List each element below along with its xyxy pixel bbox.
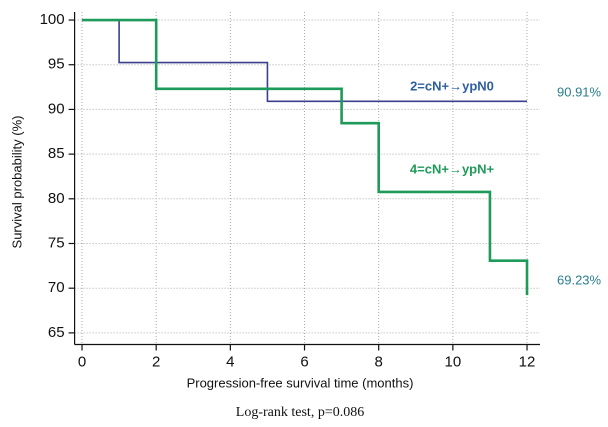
y-tick-label: 100	[40, 11, 65, 28]
x-tick-label: 6	[300, 353, 308, 370]
value-label: 69.23%	[557, 273, 602, 288]
x-tick-label: 8	[375, 353, 383, 370]
y-tick-label: 90	[48, 100, 65, 117]
y-tick-label: 95	[48, 56, 65, 73]
series-label: 2=cN+→ypN0	[410, 78, 494, 93]
x-tick-label: 10	[445, 353, 462, 370]
x-tick-label: 4	[226, 353, 234, 370]
x-tick-label: 2	[152, 353, 160, 370]
survival-curve	[82, 18, 529, 296]
y-tick-label: 80	[48, 190, 65, 207]
y-tick-label: 85	[48, 145, 65, 162]
series-label: 4=cN+→ypN+	[410, 161, 495, 176]
y-tick-label: 70	[48, 279, 65, 296]
y-axis-label: Survival probability (%)	[9, 116, 24, 249]
x-tick-label: 12	[519, 353, 536, 370]
value-label: 90.91%	[557, 85, 602, 100]
y-tick-label: 65	[48, 324, 65, 341]
x-tick-label: 0	[78, 353, 86, 370]
y-tick-label: 75	[48, 234, 65, 251]
footnote: Log-rank test, p=0.086	[236, 405, 364, 420]
x-axis-label: Progression-free survival time (months)	[187, 375, 414, 390]
